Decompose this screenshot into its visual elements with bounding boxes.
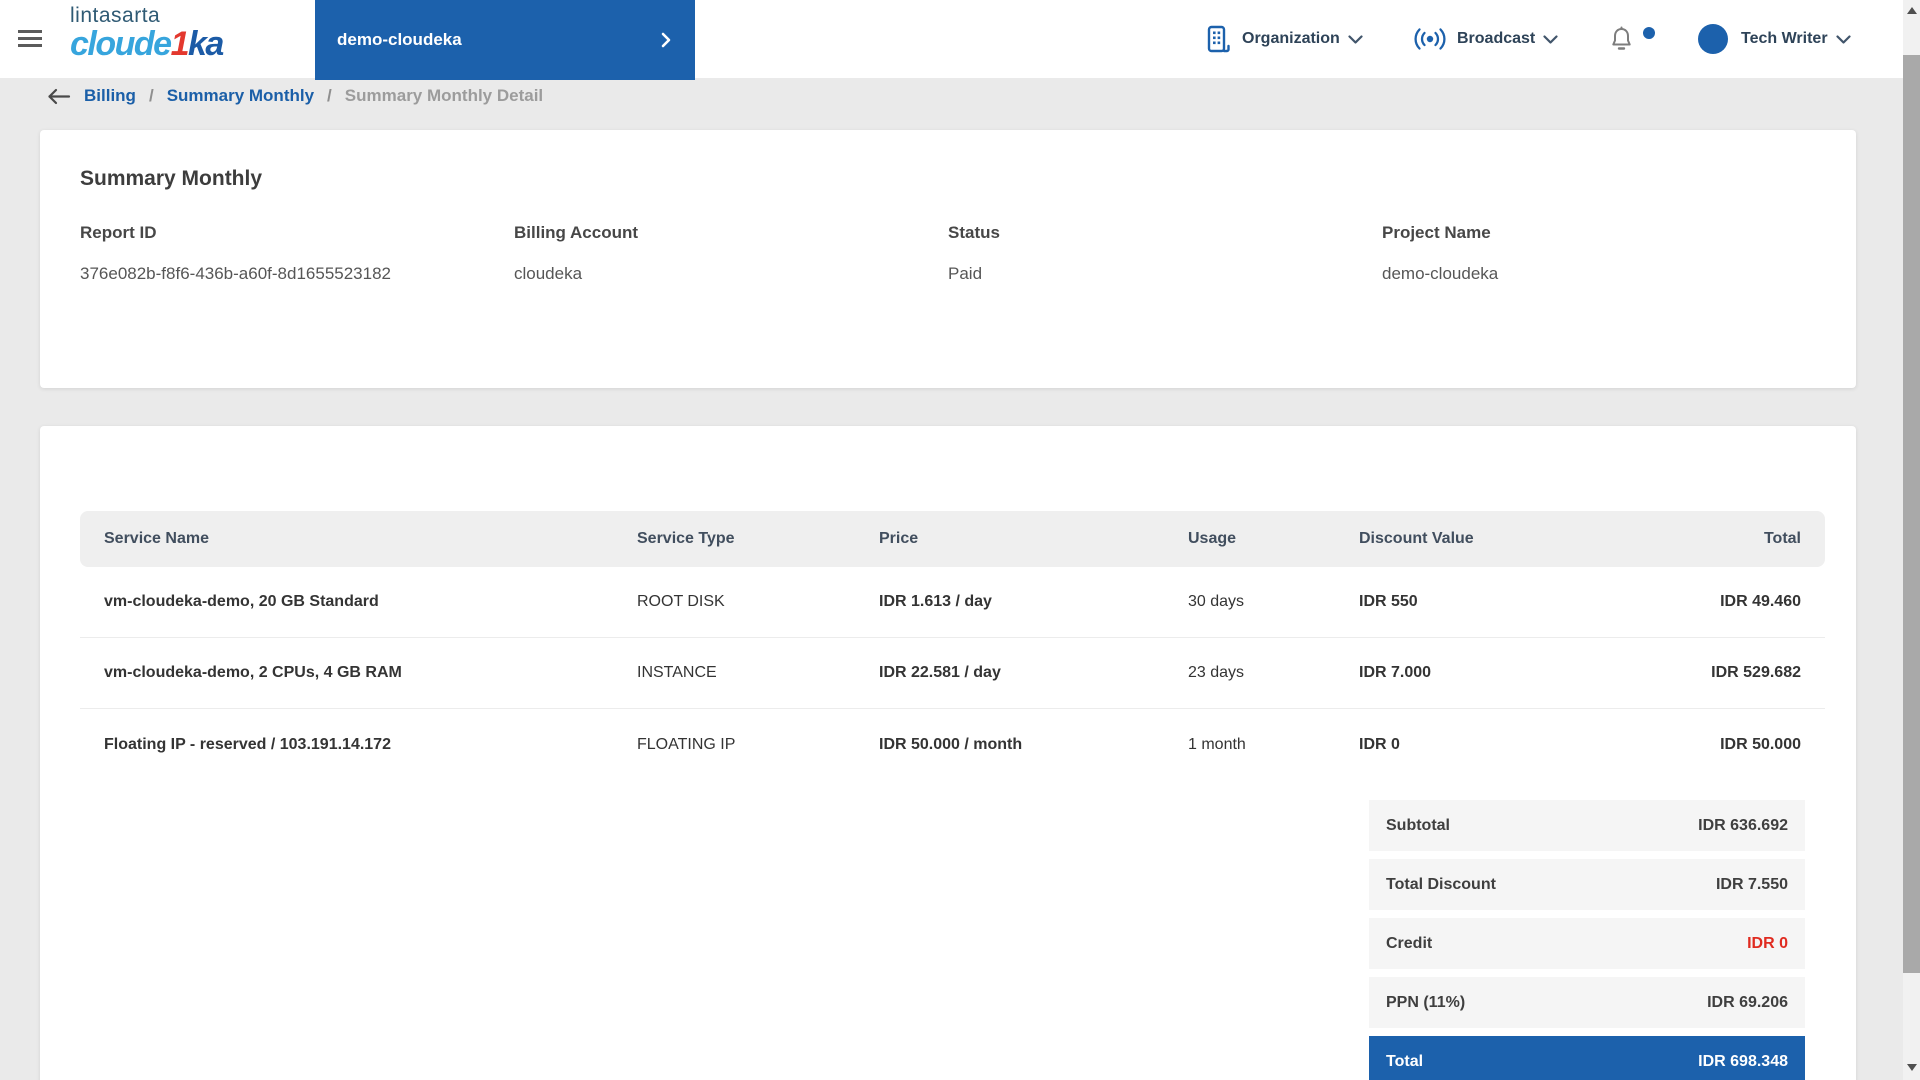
project-switcher-label: demo-cloudeka [337,30,462,50]
cell-price: IDR 1.613 / day [879,593,1188,611]
ppn-row: PPN (11%) IDR 69.206 [1369,977,1805,1028]
field-value: demo-cloudeka [1382,264,1816,284]
breadcrumb-summary-monthly[interactable]: Summary Monthly [167,86,314,106]
cell-discount-value: IDR 7.000 [1359,664,1579,682]
chevron-down-icon [1543,35,1558,44]
broadcast-menu[interactable]: Broadcast [1413,0,1558,78]
bell-icon [1609,25,1634,53]
chevron-down-icon [1348,35,1363,44]
cell-total: IDR 529.682 [1579,664,1801,682]
broadcast-icon [1413,26,1447,52]
credit-value: IDR 0 [1747,935,1788,953]
breadcrumb-current-page: Summary Monthly Detail [345,86,543,106]
cell-price: IDR 50.000 / month [879,736,1188,754]
column-header-service-type: Service Type [637,530,879,548]
top-header: lintasarta cloude1ka demo-cloudeka Organ… [0,0,1920,78]
ppn-label: PPN (11%) [1386,994,1465,1012]
scrollbar-thumb[interactable] [1903,55,1920,973]
field-value: Paid [948,264,1382,284]
cell-service-name: vm-cloudeka-demo, 2 CPUs, 4 GB RAM [104,664,637,682]
breadcrumb: Billing / Summary Monthly / Summary Mont… [46,78,543,114]
totals-summary: Subtotal IDR 636.692 Total Discount IDR … [1369,800,1805,1080]
project-switcher-button[interactable]: demo-cloudeka [315,0,695,80]
cell-discount-value: IDR 550 [1359,593,1579,611]
organization-building-icon [1205,24,1232,54]
scroll-up-arrow-icon[interactable] [1907,7,1917,14]
field-label: Status [948,223,1382,243]
cell-discount-value: IDR 0 [1359,736,1579,754]
cell-usage: 23 days [1188,664,1359,682]
services-table: Service Name Service Type Price Usage Di… [80,511,1825,780]
cell-service-type: INSTANCE [637,664,879,682]
grand-total-label: Total [1386,1053,1423,1071]
credit-row: Credit IDR 0 [1369,918,1805,969]
notifications-button[interactable] [1609,0,1655,78]
field-label: Report ID [80,223,514,243]
summary-fields: Report ID 376e082b-f8f6-436b-a60f-8d1655… [80,223,1816,284]
summary-monthly-card: Summary Monthly Report ID 376e082b-f8f6-… [40,130,1856,388]
cloudeka-logo: lintasarta cloude1ka [70,5,223,61]
cell-service-type: ROOT DISK [637,593,879,611]
column-header-usage: Usage [1188,530,1359,548]
column-header-service-name: Service Name [104,530,637,548]
user-menu[interactable]: Tech Writer [1698,0,1851,78]
subtotal-label: Subtotal [1386,817,1450,835]
organization-label: Organization [1242,30,1340,48]
ppn-value: IDR 69.206 [1707,994,1788,1012]
total-discount-label: Total Discount [1386,876,1496,894]
field-label: Billing Account [514,223,948,243]
table-row: vm-cloudeka-demo, 20 GB Standard ROOT DI… [80,567,1825,638]
field-billing-account: Billing Account cloudeka [514,223,948,284]
avatar [1698,24,1728,54]
cell-usage: 1 month [1188,736,1359,754]
cell-price: IDR 22.581 / day [879,664,1188,682]
menu-icon[interactable] [18,30,42,48]
cell-service-name: Floating IP - reserved / 103.191.14.172 [104,736,637,754]
billing-detail-card: Service Name Service Type Price Usage Di… [40,426,1856,1080]
subtotal-value: IDR 636.692 [1698,817,1788,835]
cell-total: IDR 49.460 [1579,593,1801,611]
notification-badge-dot [1643,27,1655,39]
page-title: Summary Monthly [80,130,1816,191]
grand-total-row: Total IDR 698.348 [1369,1036,1805,1080]
credit-label: Credit [1386,935,1432,953]
cell-usage: 30 days [1188,593,1359,611]
subtotal-row: Subtotal IDR 636.692 [1369,800,1805,851]
back-arrow-icon[interactable] [46,88,71,105]
cell-service-name: vm-cloudeka-demo, 20 GB Standard [104,593,637,611]
total-discount-row: Total Discount IDR 7.550 [1369,859,1805,910]
field-status: Status Paid [948,223,1382,284]
breadcrumb-billing[interactable]: Billing [84,86,136,106]
chevron-down-icon [1836,35,1851,44]
broadcast-label: Broadcast [1457,30,1535,48]
breadcrumb-separator: / [149,86,154,106]
field-label: Project Name [1382,223,1816,243]
table-header-row: Service Name Service Type Price Usage Di… [80,511,1825,567]
scroll-down-arrow-icon[interactable] [1907,1064,1917,1071]
field-value: 376e082b-f8f6-436b-a60f-8d1655523182 [80,264,514,284]
column-header-total: Total [1579,530,1801,548]
organization-menu[interactable]: Organization [1205,0,1363,78]
field-report-id: Report ID 376e082b-f8f6-436b-a60f-8d1655… [80,223,514,284]
field-value: cloudeka [514,264,948,284]
user-name: Tech Writer [1741,30,1828,48]
table-row: vm-cloudeka-demo, 2 CPUs, 4 GB RAM INSTA… [80,638,1825,709]
total-discount-value: IDR 7.550 [1716,876,1788,894]
vertical-scrollbar[interactable] [1903,0,1920,1080]
table-row: Floating IP - reserved / 103.191.14.172 … [80,709,1825,780]
cell-total: IDR 50.000 [1579,736,1801,754]
cell-service-type: FLOATING IP [637,736,879,754]
column-header-price: Price [879,530,1188,548]
breadcrumb-separator: / [327,86,332,106]
logo-cloudeka-text: cloude1ka [70,27,223,61]
logo-lintasarta-text: lintasarta [70,5,223,26]
field-project-name: Project Name demo-cloudeka [1382,223,1816,284]
grand-total-value: IDR 698.348 [1698,1053,1788,1071]
column-header-discount-value: Discount Value [1359,530,1579,548]
chevron-right-icon [661,32,671,48]
